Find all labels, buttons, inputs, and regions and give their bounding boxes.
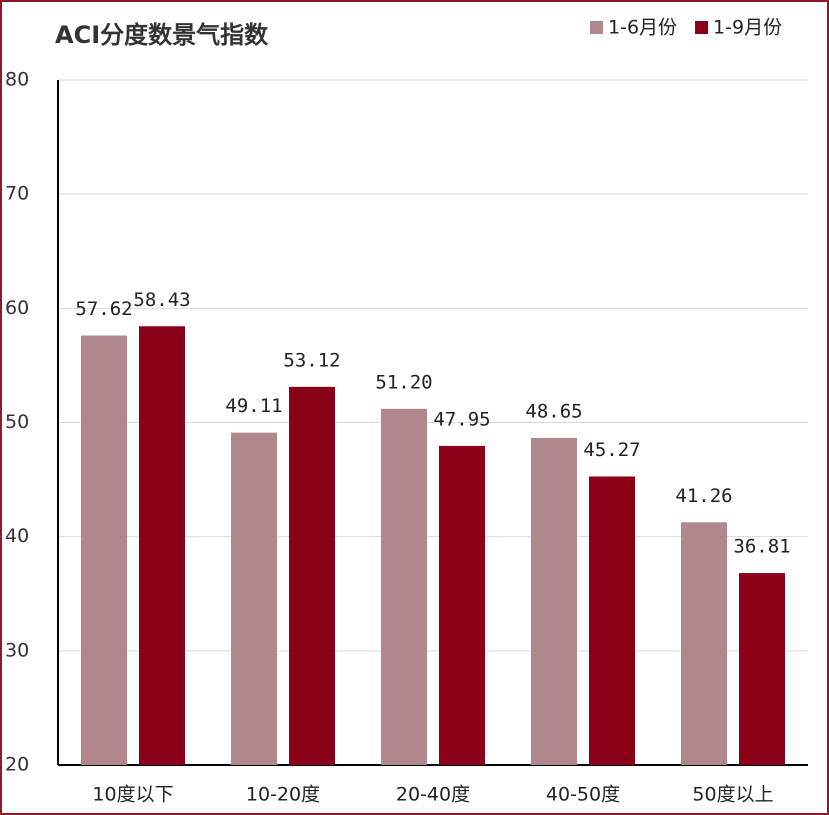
y-tick-label: 50 <box>5 411 29 433</box>
value-label: 58.43 <box>133 289 190 311</box>
legend-swatch <box>590 21 603 34</box>
bar <box>289 386 335 765</box>
x-tick-label: 10度以下 <box>92 784 173 806</box>
y-tick-label: 20 <box>5 754 29 776</box>
y-tick-label: 60 <box>5 297 29 319</box>
chart-title: ACI分度数景气指数 <box>55 21 269 49</box>
bar <box>81 335 127 765</box>
x-tick-label: 50度以上 <box>692 784 773 806</box>
bar <box>531 437 577 765</box>
bar <box>231 432 277 765</box>
x-tick-label: 40-50度 <box>546 784 620 806</box>
value-label: 41.26 <box>675 485 732 507</box>
y-tick-label: 70 <box>5 183 29 205</box>
bar <box>589 476 635 765</box>
bar <box>139 326 185 765</box>
legend-swatch <box>695 21 709 34</box>
value-label: 57.62 <box>75 298 132 320</box>
value-label: 51.20 <box>375 371 432 393</box>
x-tick-label: 10-20度 <box>246 784 320 806</box>
bar <box>381 408 427 765</box>
bar <box>739 573 785 765</box>
value-label: 49.11 <box>225 395 282 417</box>
bar <box>681 522 727 765</box>
bar <box>439 445 485 765</box>
value-label: 53.12 <box>283 349 340 371</box>
y-tick-label: 40 <box>5 525 29 547</box>
y-tick-label: 80 <box>5 69 29 91</box>
value-label: 45.27 <box>583 439 640 461</box>
legend-label: 1-6月份 <box>608 17 677 39</box>
y-tick-label: 30 <box>5 639 29 661</box>
value-label: 36.81 <box>733 536 790 558</box>
legend-label: 1-9月份 <box>713 17 782 39</box>
x-tick-label: 20-40度 <box>396 784 470 806</box>
value-label: 47.95 <box>433 408 490 430</box>
value-label: 48.65 <box>525 400 582 422</box>
